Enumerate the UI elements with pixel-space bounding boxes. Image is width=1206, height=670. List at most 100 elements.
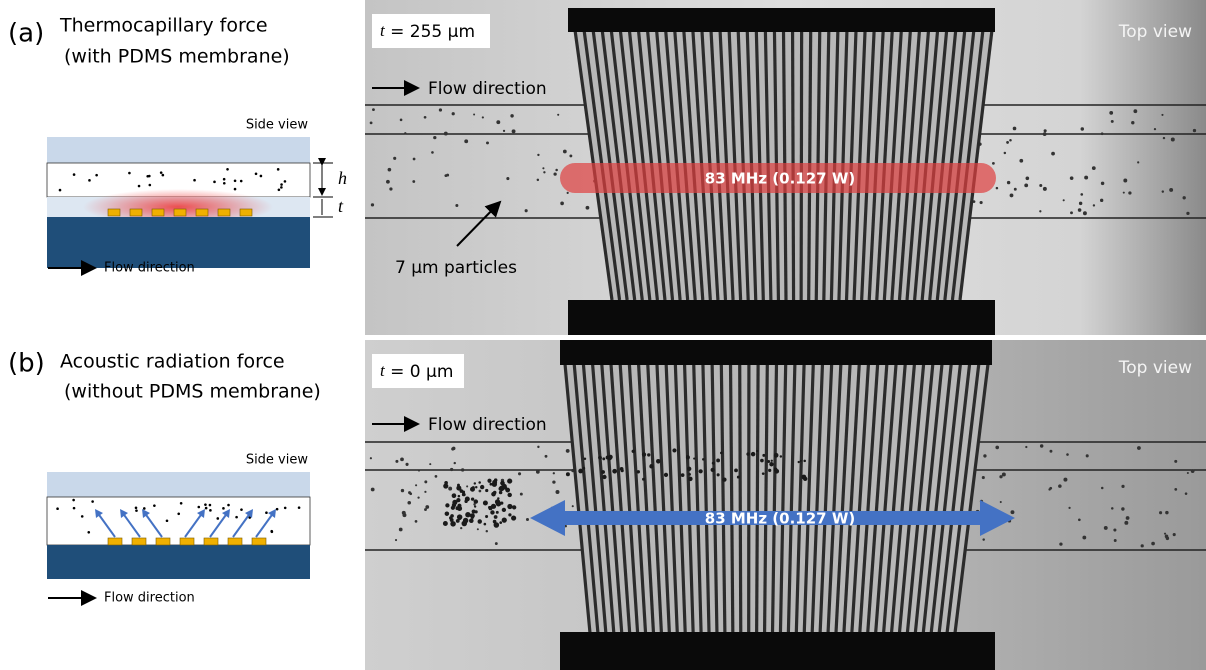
particle [1191, 469, 1195, 473]
particle [1084, 176, 1088, 180]
particle [537, 446, 539, 448]
particle-cluster [800, 460, 802, 462]
particle [1141, 544, 1144, 547]
photo-b [365, 340, 1206, 670]
particle-cluster [801, 475, 806, 480]
particle [526, 518, 529, 521]
particle-cluster [487, 479, 491, 483]
particle-cluster [774, 453, 779, 458]
particle [87, 531, 90, 534]
particle [277, 168, 280, 171]
particle [1040, 444, 1043, 447]
particle-cluster [746, 452, 749, 455]
particle [479, 490, 482, 493]
electrode [240, 209, 252, 216]
particle [992, 162, 995, 165]
particle-cluster [494, 515, 498, 519]
electrode [108, 538, 122, 545]
particle-cluster [488, 506, 491, 509]
particle [982, 476, 985, 479]
particle [439, 108, 442, 111]
particle [512, 129, 516, 133]
particle [209, 504, 212, 507]
particle [1051, 152, 1055, 156]
panel-label: (b) [8, 349, 45, 379]
particle-cluster [483, 500, 488, 505]
particle-cluster [734, 468, 738, 472]
particle [425, 505, 429, 509]
particle [223, 178, 226, 181]
particle [999, 475, 1002, 478]
particle [1113, 528, 1116, 531]
flow-label: Flow direction [104, 591, 195, 606]
particle [1058, 484, 1062, 488]
particle [278, 189, 281, 192]
thickness-symbol: t [338, 196, 344, 216]
particle-cluster [444, 481, 448, 485]
particle-cluster [775, 469, 780, 474]
particle [1123, 179, 1127, 183]
particle-cluster [466, 497, 469, 500]
particle-cluster [451, 506, 455, 510]
particle-cluster [798, 461, 800, 463]
electrode [108, 209, 120, 216]
particle-cluster [485, 515, 488, 518]
particle [223, 182, 226, 185]
bus-bar [560, 340, 992, 365]
particle [1070, 176, 1074, 180]
pdms-top [47, 137, 310, 163]
particle [284, 507, 287, 510]
panel-label: (a) [8, 19, 44, 49]
particle-cluster [496, 501, 501, 506]
particle-cluster [688, 477, 692, 481]
particle [395, 460, 398, 463]
particle [1014, 188, 1017, 191]
particle-cluster [445, 503, 449, 507]
particle [240, 180, 243, 183]
particle [404, 132, 406, 134]
particle [557, 114, 559, 116]
particle [216, 517, 219, 520]
particle [197, 506, 200, 509]
particle [1093, 204, 1095, 206]
particle [429, 463, 431, 465]
particle [205, 507, 208, 510]
bus-bar [568, 300, 995, 335]
particle [1111, 507, 1114, 510]
particle [1137, 161, 1139, 163]
particles-label: 7 μm particles [395, 258, 517, 278]
particle [298, 506, 301, 509]
particle [1187, 472, 1189, 474]
particle [1162, 190, 1164, 192]
flow-label: Flow direction [104, 261, 195, 276]
particle [408, 491, 411, 494]
particle [995, 446, 999, 450]
particle-cluster [485, 489, 488, 492]
particle-cluster [462, 522, 465, 525]
particle-cluster [449, 516, 452, 519]
particle [1043, 132, 1047, 136]
particle [1059, 542, 1062, 545]
thickness-label: t = 0 μm [380, 361, 453, 382]
electrode [174, 209, 186, 216]
particle-cluster [507, 493, 511, 497]
particle [1128, 191, 1131, 194]
particle [542, 167, 544, 169]
particle [415, 484, 417, 486]
particle [1002, 472, 1006, 476]
particle-cluster [462, 491, 465, 494]
particle [1068, 507, 1070, 509]
particle [503, 130, 505, 132]
particle [413, 158, 416, 161]
particle [1104, 526, 1108, 530]
particle [1121, 507, 1124, 510]
particle-cluster [443, 521, 448, 526]
particle [1080, 193, 1083, 196]
particle [371, 203, 374, 206]
particle [265, 511, 268, 514]
electrode [152, 209, 164, 216]
particle [284, 180, 287, 183]
particle [1114, 539, 1117, 542]
particle [91, 500, 94, 503]
particle-cluster [471, 497, 474, 500]
